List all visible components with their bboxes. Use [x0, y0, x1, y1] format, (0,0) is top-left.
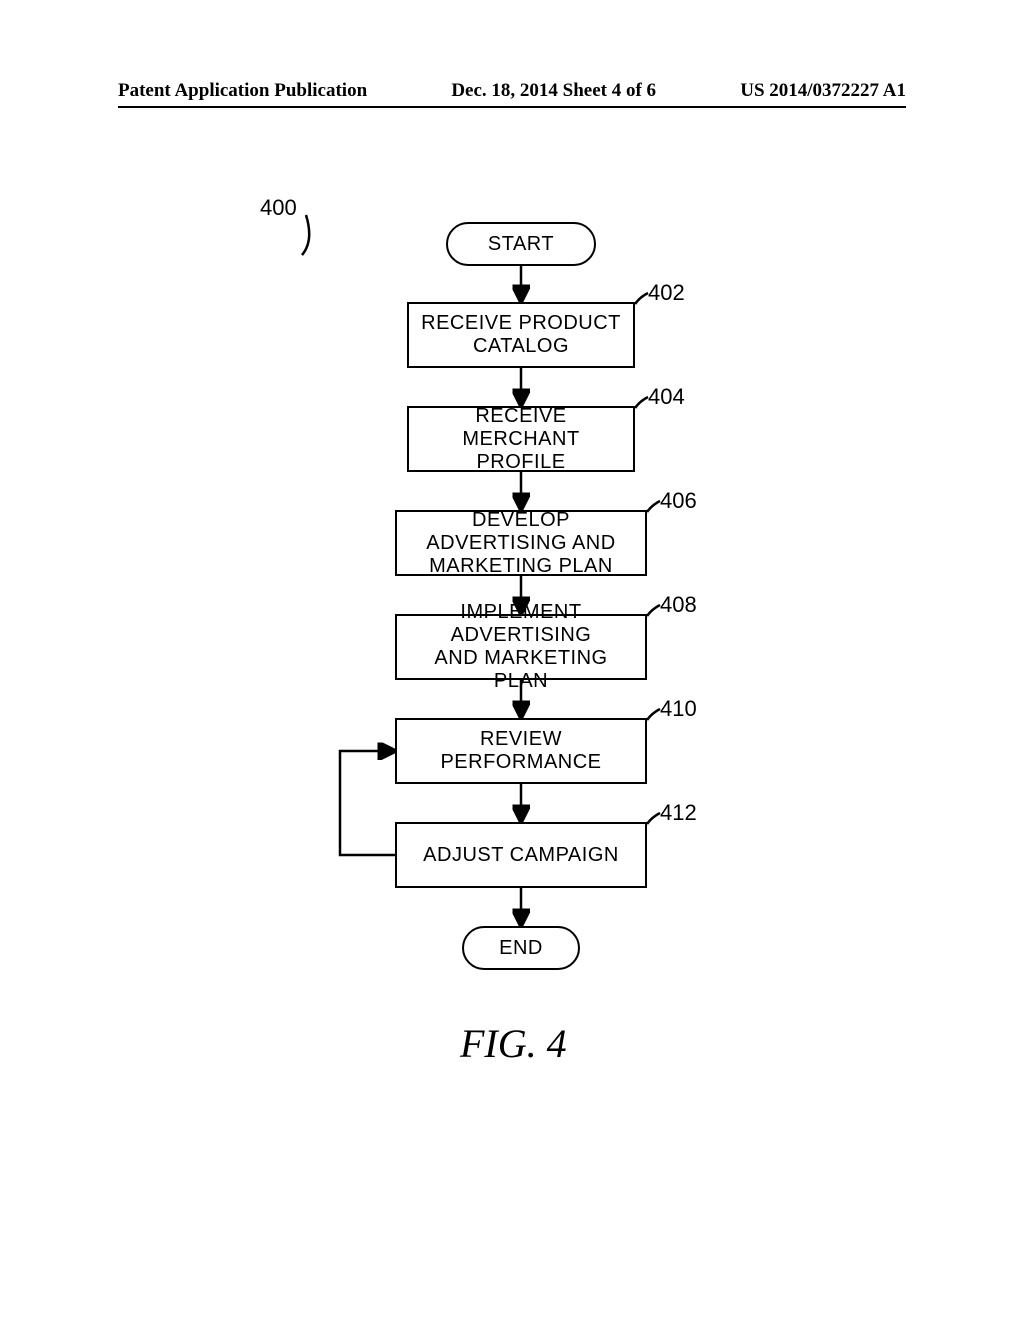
ref-406: 406 — [660, 488, 697, 514]
terminator-start: START — [446, 222, 596, 266]
ref-412: 412 — [660, 800, 697, 826]
step-404-l1: RECEIVE MERCHANT — [462, 405, 579, 450]
step-406-l1: DEVELOP ADVERTISING AND — [426, 509, 615, 554]
terminator-end: END — [462, 926, 580, 970]
step-412-l1: ADJUST CAMPAIGN — [423, 844, 619, 866]
step-404: RECEIVE MERCHANT PROFILE — [407, 406, 635, 472]
figure-caption: FIG. 4 — [460, 1020, 567, 1067]
step-410-l1: REVIEW PERFORMANCE — [440, 728, 601, 773]
step-408-text: IMPLEMENT ADVERTISING AND MARKETING PLAN — [407, 601, 635, 693]
step-404-l2: PROFILE — [476, 451, 565, 473]
step-402-text: RECEIVE PRODUCT CATALOG — [421, 312, 621, 358]
step-410: REVIEW PERFORMANCE — [395, 718, 647, 784]
step-406: DEVELOP ADVERTISING AND MARKETING PLAN — [395, 510, 647, 576]
ref-408: 408 — [660, 592, 697, 618]
step-408-l2: AND MARKETING PLAN — [434, 647, 607, 692]
step-402-l1: RECEIVE PRODUCT — [421, 312, 621, 334]
step-402: RECEIVE PRODUCT CATALOG — [407, 302, 635, 368]
step-406-text: DEVELOP ADVERTISING AND MARKETING PLAN — [407, 509, 635, 578]
step-408: IMPLEMENT ADVERTISING AND MARKETING PLAN — [395, 614, 647, 680]
step-412-text: ADJUST CAMPAIGN — [423, 844, 619, 867]
ref-404: 404 — [648, 384, 685, 410]
step-402-l2: CATALOG — [473, 335, 569, 357]
step-406-l2: MARKETING PLAN — [429, 555, 613, 577]
figure-ref-400: 400 — [260, 195, 297, 221]
step-408-l1: IMPLEMENT ADVERTISING — [451, 601, 592, 646]
ref-410: 410 — [660, 696, 697, 722]
flowchart: 400 START RECEIVE PRODUCT CATALOG 402 RE… — [0, 0, 1024, 1320]
ref-402: 402 — [648, 280, 685, 306]
start-label: START — [488, 233, 554, 256]
step-412: ADJUST CAMPAIGN — [395, 822, 647, 888]
step-410-text: REVIEW PERFORMANCE — [407, 728, 635, 774]
end-label: END — [499, 937, 543, 960]
step-404-text: RECEIVE MERCHANT PROFILE — [419, 405, 623, 474]
page: Patent Application Publication Dec. 18, … — [0, 0, 1024, 1320]
